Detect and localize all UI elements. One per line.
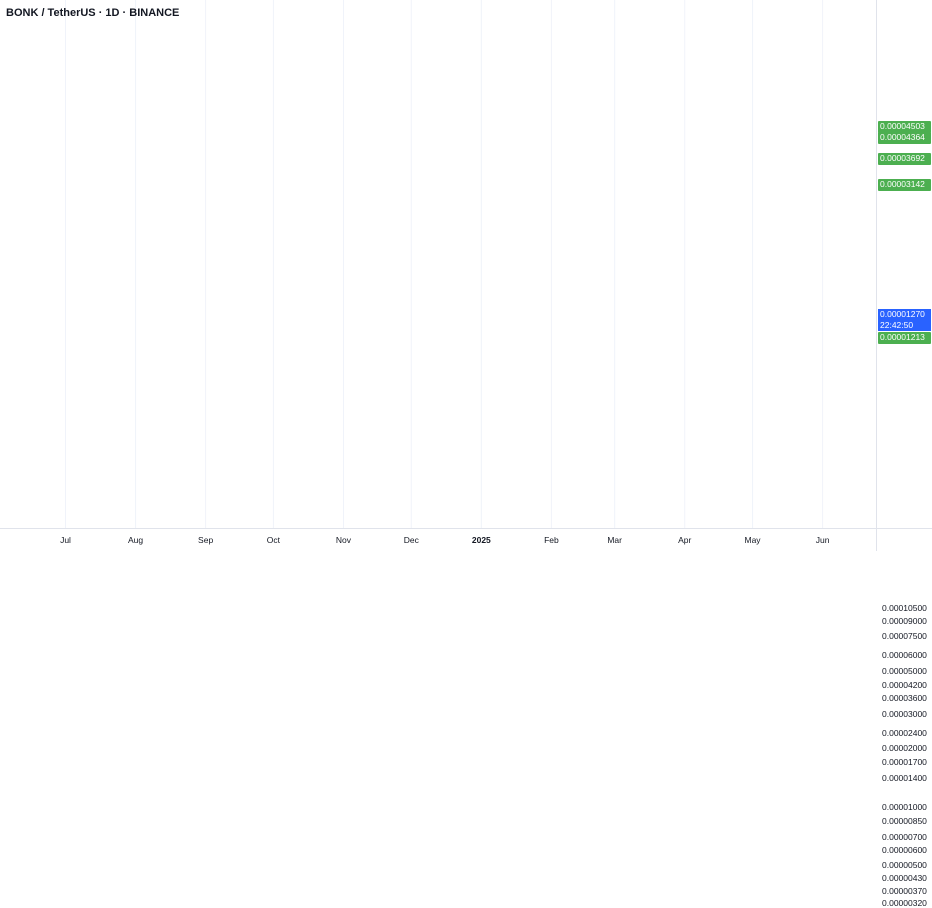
price-tick-label: 0.00005000 bbox=[882, 665, 927, 676]
price-alert-badge[interactable]: 0.00001213 bbox=[878, 332, 931, 344]
grid-lines bbox=[65, 0, 824, 528]
chart-canvas[interactable] bbox=[0, 0, 876, 528]
price-alert-badge[interactable]: 0.00004503 bbox=[878, 121, 931, 133]
time-tick-label: Apr bbox=[678, 535, 692, 545]
time-tick-label: Feb bbox=[544, 535, 559, 545]
price-tick-label: 0.00010500 bbox=[882, 602, 927, 613]
current-price-badge[interactable]: 0.00001270 22:42:50 bbox=[878, 309, 931, 331]
price-tick-label: 0.00000850 bbox=[882, 815, 927, 826]
price-axis[interactable]: 0.00010500 0.00009000 0.00007500 0.00006000… bbox=[876, 0, 932, 908]
price-tick-label: 0.00003600 bbox=[882, 693, 927, 704]
time-tick-label: 2025 bbox=[471, 535, 491, 545]
time-tick-label: May bbox=[744, 535, 761, 545]
price-tick-label: 0.00009000 bbox=[882, 615, 927, 626]
price-tick-label: 0.00006000 bbox=[882, 650, 927, 661]
price-tick-label: 0.00001700 bbox=[882, 756, 927, 767]
price-tick-label: 0.00000430 bbox=[882, 873, 927, 884]
price-tick-label: 0.00002400 bbox=[882, 727, 927, 738]
price-tick-label: 0.00000320 bbox=[882, 898, 927, 908]
price-tick-label: 0.00007500 bbox=[882, 631, 927, 642]
price-tick-label: 0.00001400 bbox=[882, 773, 927, 784]
time-tick-label: Aug bbox=[127, 535, 144, 545]
time-tick-label: Mar bbox=[607, 535, 622, 545]
time-tick-label: Jun bbox=[815, 535, 830, 545]
time-tick-label: Sep bbox=[198, 535, 214, 545]
price-tick-label: 0.00001000 bbox=[882, 801, 927, 812]
price-tick-label: 0.00000700 bbox=[882, 831, 927, 842]
price-tick-label: 0.00004200 bbox=[882, 680, 927, 691]
price-alert-badge[interactable]: 0.00004364 bbox=[878, 132, 931, 144]
current-price-value: 0.00001270 bbox=[880, 309, 925, 319]
price-tick-label: 0.00000500 bbox=[882, 860, 927, 871]
time-tick-label: Dec bbox=[403, 535, 419, 545]
price-alert-badge[interactable]: 0.00003142 bbox=[878, 179, 931, 191]
time-axis[interactable]: Jul Aug Sep Oct Nov Dec 2025 Feb Mar Apr May Jun bbox=[0, 528, 876, 551]
time-tick-label: Jul bbox=[60, 535, 71, 545]
axis-corner bbox=[876, 528, 932, 551]
symbol-title[interactable]: BONK / TetherUS · 1D · BINANCE bbox=[6, 7, 180, 19]
price-tick-label: 0.00000600 bbox=[882, 845, 927, 855]
bar-countdown: 22:42:50 bbox=[880, 320, 914, 330]
price-tick-label: 0.00003000 bbox=[882, 708, 927, 719]
price-alert-badge[interactable]: 0.00003692 bbox=[878, 153, 931, 165]
price-tick-label: 0.00002000 bbox=[882, 743, 927, 754]
price-tick-label: 0.00000370 bbox=[882, 885, 927, 896]
chart-area[interactable]: BONK / TetherUS · 1D · BINANCE bbox=[0, 0, 876, 528]
time-tick-label: Oct bbox=[266, 535, 281, 545]
time-tick-label: Nov bbox=[335, 535, 352, 545]
